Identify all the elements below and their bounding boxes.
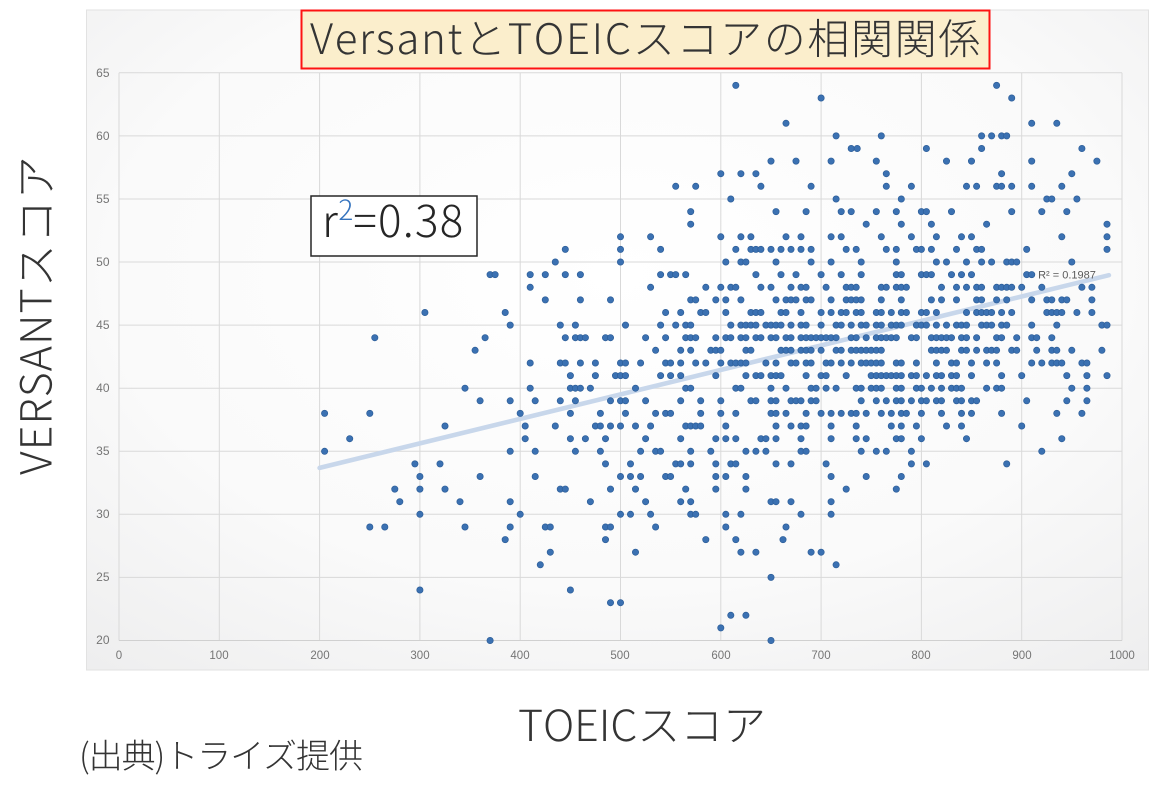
svg-text:400: 400 — [510, 650, 529, 662]
svg-text:20: 20 — [96, 633, 110, 647]
svg-text:50: 50 — [96, 255, 110, 269]
svg-text:35: 35 — [96, 444, 110, 458]
svg-text:600: 600 — [711, 650, 730, 662]
svg-text:1000: 1000 — [1109, 650, 1135, 662]
svg-text:800: 800 — [911, 650, 930, 662]
svg-text:65: 65 — [96, 66, 110, 80]
svg-text:500: 500 — [610, 650, 629, 662]
svg-text:55: 55 — [96, 192, 110, 206]
svg-text:200: 200 — [310, 650, 329, 662]
svg-text:700: 700 — [811, 650, 830, 662]
svg-text:100: 100 — [209, 650, 228, 662]
svg-text:900: 900 — [1012, 650, 1031, 662]
svg-text:45: 45 — [96, 318, 110, 332]
svg-text:R² = 0.1987: R² = 0.1987 — [1038, 270, 1096, 282]
svg-text:40: 40 — [96, 381, 110, 395]
svg-text:60: 60 — [96, 129, 110, 143]
svg-text:0: 0 — [116, 650, 122, 662]
svg-text:300: 300 — [410, 650, 429, 662]
svg-text:30: 30 — [96, 507, 110, 521]
svg-text:25: 25 — [96, 570, 110, 584]
